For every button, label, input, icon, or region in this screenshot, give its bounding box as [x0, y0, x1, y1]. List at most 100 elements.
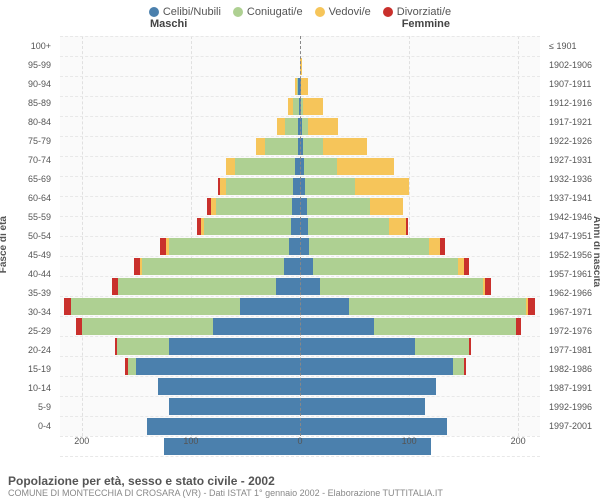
- bar-segment: [256, 138, 265, 155]
- x-tick: 200: [511, 436, 526, 446]
- bar-female: [300, 58, 540, 75]
- bar-female: [300, 258, 540, 275]
- age-label: 45-49: [0, 246, 55, 265]
- birth-label: 1957-1961: [545, 265, 600, 284]
- bar-segment: [516, 318, 521, 335]
- birth-label: 1932-1936: [545, 169, 600, 188]
- plot-area: Fasce di età Anni di nascita 100+95-9990…: [0, 36, 600, 436]
- bar-segment: [304, 158, 337, 175]
- bar-segment: [300, 238, 309, 255]
- chart-subtitle: COMUNE DI MONTECCHIA DI CROSARA (VR) - D…: [8, 488, 592, 498]
- bar-segment: [291, 218, 300, 235]
- birth-label: 1982-1986: [545, 360, 600, 379]
- bar-female: [300, 298, 540, 315]
- age-label: 55-59: [0, 207, 55, 226]
- bar-segment: [374, 318, 516, 335]
- age-label: 70-74: [0, 150, 55, 169]
- bar-segment: [71, 298, 240, 315]
- bar-female: [300, 338, 540, 355]
- bar-segment: [300, 218, 308, 235]
- bar-segment: [169, 338, 300, 355]
- x-axis: 2001000100200: [60, 436, 540, 450]
- age-label: 30-34: [0, 303, 55, 322]
- bar-female: [300, 178, 540, 195]
- legend-swatch: [149, 7, 159, 17]
- bar-segment: [415, 338, 470, 355]
- age-label: 50-54: [0, 226, 55, 245]
- birth-label: ≤ 1901: [545, 36, 600, 55]
- female-label: Femmine: [402, 18, 450, 30]
- bar-segment: [453, 358, 464, 375]
- bar-segment: [349, 298, 526, 315]
- legend-label: Divorziati/e: [397, 6, 451, 18]
- bar-segment: [406, 218, 408, 235]
- bar-male: [60, 158, 300, 175]
- bar-female: [300, 238, 540, 255]
- bar-segment: [300, 338, 415, 355]
- bar-female: [300, 138, 540, 155]
- male-label: Maschi: [150, 18, 187, 30]
- legend-label: Celibi/Nubili: [163, 6, 221, 18]
- bar-female: [300, 98, 540, 115]
- bar-female: [300, 38, 540, 55]
- bar-segment: [307, 198, 370, 215]
- x-tick: 100: [183, 436, 198, 446]
- legend-item: Coniugati/e: [233, 6, 303, 18]
- birth-labels: ≤ 19011902-19061907-19111912-19161917-19…: [545, 36, 600, 436]
- bar-segment: [528, 298, 535, 315]
- legend-item: Divorziati/e: [383, 6, 451, 18]
- bar-male: [60, 278, 300, 295]
- bar-segment: [305, 178, 354, 195]
- legend-swatch: [315, 7, 325, 17]
- birth-label: 1902-1906: [545, 55, 600, 74]
- bar-segment: [301, 78, 308, 95]
- bar-female: [300, 398, 540, 415]
- birth-label: 1972-1976: [545, 322, 600, 341]
- age-label: 60-64: [0, 188, 55, 207]
- bar-male: [60, 398, 300, 415]
- age-label: 95-99: [0, 55, 55, 74]
- bar-segment: [169, 238, 289, 255]
- bar-female: [300, 318, 540, 335]
- age-label: 20-24: [0, 341, 55, 360]
- birth-label: 1967-1971: [545, 303, 600, 322]
- bar-segment: [485, 278, 490, 295]
- age-label: 15-19: [0, 360, 55, 379]
- bar-segment: [308, 118, 339, 135]
- age-label: 65-69: [0, 169, 55, 188]
- legend-swatch: [383, 7, 393, 17]
- bar-male: [60, 178, 300, 195]
- age-labels: 100+95-9990-9485-8980-8475-7970-7465-696…: [0, 36, 55, 436]
- bar-male: [60, 218, 300, 235]
- bar-segment: [320, 278, 484, 295]
- legend-swatch: [233, 7, 243, 17]
- bar-male: [60, 198, 300, 215]
- birth-label: 1947-1951: [545, 226, 600, 245]
- birth-label: 1942-1946: [545, 207, 600, 226]
- bar-segment: [300, 418, 447, 435]
- x-tick: 0: [297, 436, 302, 446]
- bar-segment: [226, 158, 235, 175]
- birth-label: 1992-1996: [545, 398, 600, 417]
- bar-segment: [300, 318, 374, 335]
- bar-female: [300, 358, 540, 375]
- bar-segment: [235, 158, 295, 175]
- center-line: [300, 36, 301, 436]
- bar-segment: [216, 198, 292, 215]
- bar-segment: [337, 158, 394, 175]
- birth-label: 1987-1991: [545, 379, 600, 398]
- bar-segment: [469, 338, 471, 355]
- bar-segment: [389, 218, 405, 235]
- bar-segment: [204, 218, 291, 235]
- bar-segment: [300, 378, 436, 395]
- bar-male: [60, 418, 300, 435]
- bar-male: [60, 298, 300, 315]
- bar-segment: [323, 138, 367, 155]
- bar-male: [60, 238, 300, 255]
- legend-item: Vedovi/e: [315, 6, 371, 18]
- legend: Celibi/Nubili Coniugati/e Vedovi/e Divorzia…: [0, 0, 600, 18]
- age-label: 0-4: [0, 417, 55, 436]
- bar-female: [300, 418, 540, 435]
- birth-label: 1922-1926: [545, 131, 600, 150]
- age-label: 35-39: [0, 284, 55, 303]
